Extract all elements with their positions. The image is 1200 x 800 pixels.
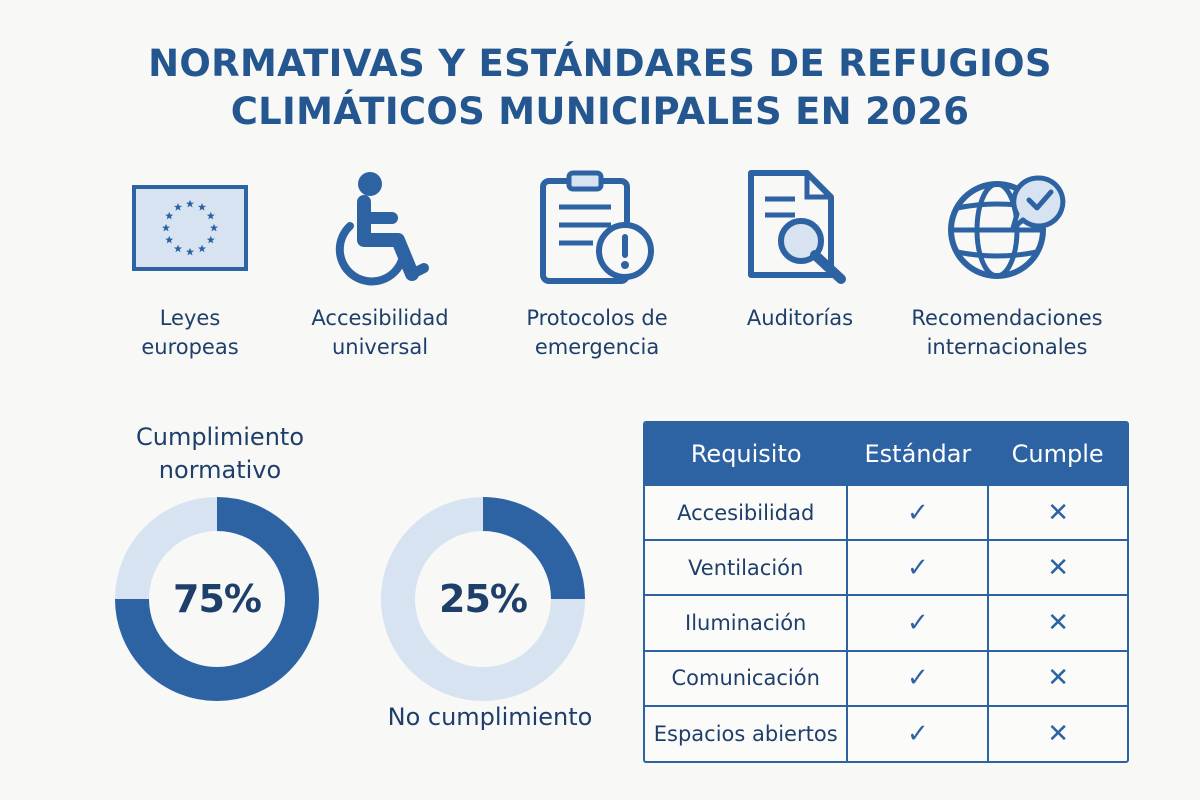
compliance-label: Cumplimiento normativo	[90, 421, 350, 487]
category-protocolos-emergencia: Protocolos de emergencia	[497, 168, 697, 362]
category-label: Recomendaciones	[911, 306, 1103, 330]
compliance-label-line-2: normativo	[158, 456, 282, 484]
category-label: europeas	[141, 335, 239, 359]
eu-star-icon	[165, 211, 174, 220]
cumple-cross-icon: ✕	[987, 704, 1127, 761]
noncompliance-label: No cumplimiento	[387, 703, 593, 731]
eu-star-icon	[206, 211, 215, 220]
donut-value-slice	[482, 497, 585, 600]
eu-star-icon	[198, 244, 206, 253]
category-label: Accesibilidad	[311, 306, 449, 330]
wheelchair-icon	[335, 172, 429, 286]
requisito-cell: Comunicación	[645, 649, 849, 707]
globe-check-icon	[948, 175, 1066, 279]
compliance-donut-value: 75%	[173, 577, 262, 621]
eu-star-icon	[162, 223, 170, 232]
eu-star-icon	[186, 247, 194, 256]
table-row: Comunicación ✓ ✕	[645, 649, 1127, 707]
cumple-cross-icon: ✕	[987, 539, 1127, 597]
category-label: Leyes	[159, 306, 221, 330]
eu-star-icon	[198, 203, 206, 211]
requisito-cell: Accesibilidad	[645, 483, 849, 542]
document-search-icon	[748, 170, 846, 284]
eu-star-icon	[165, 235, 174, 244]
table-row: Iluminación ✓ ✕	[645, 594, 1127, 652]
noncompliance-donut-chart: 25%	[380, 496, 586, 702]
eu-star-icon	[210, 223, 218, 232]
table-header-row: Requisito Estándar Cumple	[645, 423, 1127, 485]
estandar-check-icon: ✓	[846, 539, 990, 597]
title-line-1: NORMATIVAS Y ESTÁNDARES DE REFUGIOS	[148, 42, 1052, 85]
cumple-cross-icon: ✕	[987, 649, 1127, 707]
category-label: emergencia	[534, 335, 660, 359]
requirements-table: Requisito Estándar Cumple Accesibilidad ✓…	[643, 421, 1129, 763]
eu-star-icon	[174, 244, 182, 253]
eu-flag-icon	[132, 185, 248, 271]
estandar-check-icon: ✓	[846, 483, 990, 542]
noncompliance-donut-value: 25%	[439, 577, 528, 621]
estandar-check-icon: ✓	[846, 704, 990, 761]
estandar-check-icon: ✓	[846, 594, 990, 652]
page-title: NORMATIVAS Y ESTÁNDARES DE REFUGIOS CLIM…	[0, 40, 1200, 136]
category-icons: Leyes europeas Accesibilidad universal	[90, 168, 1170, 368]
noncompliance-donut-svg	[381, 497, 585, 701]
table-row: Accesibilidad ✓ ✕	[645, 483, 1127, 542]
table-row: Ventilación ✓ ✕	[645, 539, 1127, 597]
category-label: Protocolos de	[526, 306, 668, 330]
clipboard-alert-icon	[540, 170, 654, 284]
donut-value-slice	[115, 497, 319, 701]
cumple-cross-icon: ✕	[987, 483, 1127, 542]
table-row: Espacios abiertos ✓ ✕	[645, 704, 1127, 761]
category-label: universal	[331, 335, 429, 359]
eu-star-icon	[174, 203, 182, 211]
category-label: Auditorías	[746, 306, 854, 330]
cumple-cross-icon: ✕	[987, 594, 1127, 652]
requisito-cell: Espacios abiertos	[645, 704, 849, 761]
compliance-donut-chart: 75%	[114, 496, 320, 702]
title-line-2: CLIMÁTICOS MUNICIPALES EN 2026	[230, 90, 970, 133]
compliance-donut-svg	[115, 497, 319, 701]
estandar-check-icon: ✓	[846, 649, 990, 707]
category-recomendaciones-internacionales: Recomendaciones internacionales	[907, 168, 1107, 362]
eu-star-icon	[206, 235, 215, 244]
category-accesibilidad-universal: Accesibilidad universal	[280, 168, 480, 362]
column-header-requisito: Requisito	[645, 423, 848, 485]
requisito-cell: Iluminación	[645, 594, 849, 652]
requisito-cell: Ventilación	[645, 539, 849, 597]
category-leyes-europeas: Leyes europeas	[90, 168, 290, 362]
category-auditorias: Auditorías	[700, 168, 900, 333]
column-header-estandar: Estándar	[847, 423, 989, 485]
column-header-cumple: Cumple	[988, 423, 1127, 485]
category-label: internacionales	[926, 335, 1088, 359]
compliance-label-line-1: Cumplimiento	[135, 423, 305, 451]
eu-star-icon	[186, 199, 194, 208]
